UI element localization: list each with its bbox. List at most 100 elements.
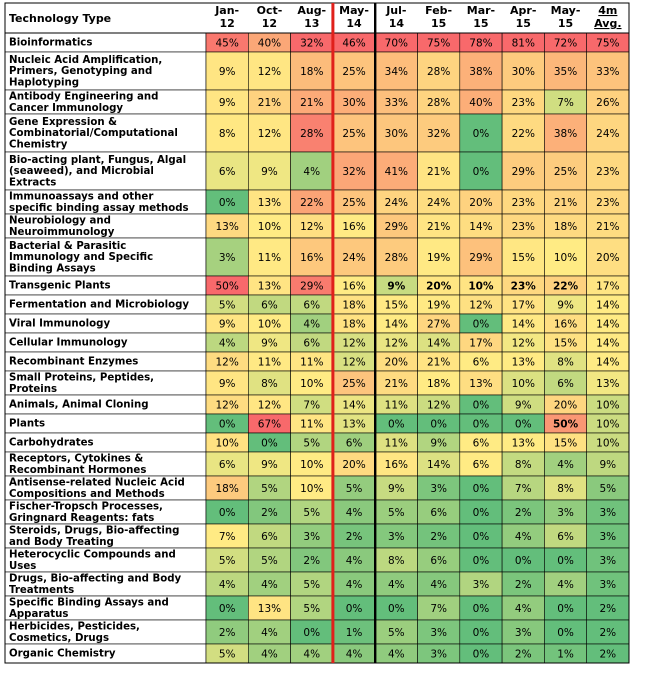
cell-value-label: 16% <box>385 459 408 471</box>
cell-value-label: 45% <box>215 38 238 50</box>
row-label: Small Proteins, Peptides, <box>9 373 154 384</box>
row-label-cell <box>4 451 207 477</box>
heatmap-cell <box>205 619 249 645</box>
cell-value-label: 8% <box>557 357 574 369</box>
cell-value-label: 21% <box>300 97 323 109</box>
cell-value-label: 40% <box>258 38 281 50</box>
cell-value-label: 11% <box>385 400 408 412</box>
column-header-label: 15 <box>558 17 573 30</box>
row-label: Bacterial & Parasitic <box>9 241 126 252</box>
heatmap-cell <box>501 151 545 191</box>
cell-value-label: 10% <box>300 378 323 390</box>
heatmap-cell <box>290 189 334 215</box>
cell-value-label: 14% <box>512 319 535 331</box>
cell-value-label: 14% <box>342 400 365 412</box>
row-label: Carbohydrates <box>9 438 94 449</box>
cell-value-label: 20% <box>554 400 577 412</box>
heatmap-cell <box>417 370 461 396</box>
cell-value-label: 20% <box>385 357 408 369</box>
cell-value-label: 22% <box>553 281 579 293</box>
cell-value-label: 19% <box>427 300 450 312</box>
cell-value-label: 18% <box>427 378 450 390</box>
cell-value-label: 14% <box>596 300 619 312</box>
cell-value-label: 25% <box>342 66 365 78</box>
heatmap-cell <box>248 523 291 549</box>
cell-value-label: 4% <box>515 531 532 543</box>
cell-value-label: 9% <box>515 400 532 412</box>
cell-value-label: 0% <box>473 627 490 639</box>
cell-value-label: 0% <box>388 419 405 431</box>
cell-value-label: 18% <box>554 221 577 233</box>
cell-value-label: 12% <box>427 400 450 412</box>
cell-value-label: 28% <box>300 128 323 140</box>
heatmap-cell <box>459 499 503 525</box>
cell-value-label: 0% <box>473 166 490 178</box>
heatmap-cell <box>544 547 588 573</box>
cell-value-label: 0% <box>473 649 490 661</box>
cell-value-label: 3% <box>473 579 490 591</box>
cell-value-label: 23% <box>512 97 535 109</box>
heatmap-cell <box>417 451 461 477</box>
heatmap-cell <box>417 51 461 91</box>
heatmap-cell <box>501 619 545 645</box>
cell-value-label: 11% <box>300 357 323 369</box>
heatmap-cell <box>459 370 503 396</box>
cell-value-label: 8% <box>515 459 532 471</box>
cell-value-label: 25% <box>342 197 365 209</box>
row-label: Drugs, Bio-affecting and Body <box>9 574 182 585</box>
cell-value-label: 4% <box>346 555 363 567</box>
cell-value-label: 6% <box>346 438 363 450</box>
heatmap-cell <box>248 89 291 115</box>
cell-value-label: 19% <box>427 252 450 264</box>
heatmap-cell <box>290 547 334 573</box>
row-label: Treatments <box>9 585 74 596</box>
cell-value-label: 5% <box>303 507 320 519</box>
cell-value-label: 10% <box>596 438 619 450</box>
heatmap-cell <box>544 213 588 239</box>
cell-value-label: 6% <box>219 166 236 178</box>
cell-value-label: 33% <box>596 66 619 78</box>
cell-value-label: 15% <box>385 300 408 312</box>
row-label: Antisense-related Nucleic Acid <box>9 478 185 489</box>
cell-value-label: 10% <box>512 378 535 390</box>
cell-value-label: 0% <box>473 483 490 495</box>
cell-value-label: 67% <box>258 419 281 431</box>
cell-value-label: 2% <box>346 531 363 543</box>
cell-value-label: 9% <box>261 459 278 471</box>
cell-value-label: 12% <box>258 400 281 412</box>
heatmap-cell <box>290 619 334 645</box>
heatmap-cell <box>459 189 503 215</box>
cell-value-label: 3% <box>430 483 447 495</box>
heatmap-cell <box>586 595 630 621</box>
heatmap-cell <box>332 499 376 525</box>
cell-value-label: 75% <box>427 38 450 50</box>
heatmap-cell <box>332 475 376 501</box>
column-header-label: 15 <box>431 17 446 30</box>
row-label: Haplotyping <box>9 78 79 89</box>
row-label: Animals, Animal Cloning <box>9 400 149 411</box>
column-header-label: Avg. <box>594 17 621 30</box>
heatmap-cell <box>205 547 249 573</box>
heatmap-cell <box>290 499 334 525</box>
heatmap-cell <box>459 595 503 621</box>
cell-value-label: 21% <box>596 221 619 233</box>
heatmap-cell <box>332 51 376 91</box>
cell-value-label: 6% <box>430 555 447 567</box>
heatmap-cell <box>248 189 291 215</box>
cell-value-label: 72% <box>554 38 577 50</box>
heatmap-cell <box>417 89 461 115</box>
cell-value-label: 10% <box>300 459 323 471</box>
cell-value-label: 5% <box>388 627 405 639</box>
heatmap-cell <box>586 619 630 645</box>
cell-value-label: 10% <box>596 419 619 431</box>
cell-value-label: 3% <box>430 627 447 639</box>
cell-value-label: 6% <box>473 438 490 450</box>
cell-value-label: 30% <box>512 66 535 78</box>
cell-value-label: 11% <box>385 438 408 450</box>
cell-value-label: 0% <box>515 419 532 431</box>
cell-value-label: 2% <box>515 579 532 591</box>
cell-value-label: 13% <box>469 378 492 390</box>
cell-value-label: 29% <box>469 252 492 264</box>
cell-value-label: 11% <box>258 252 281 264</box>
